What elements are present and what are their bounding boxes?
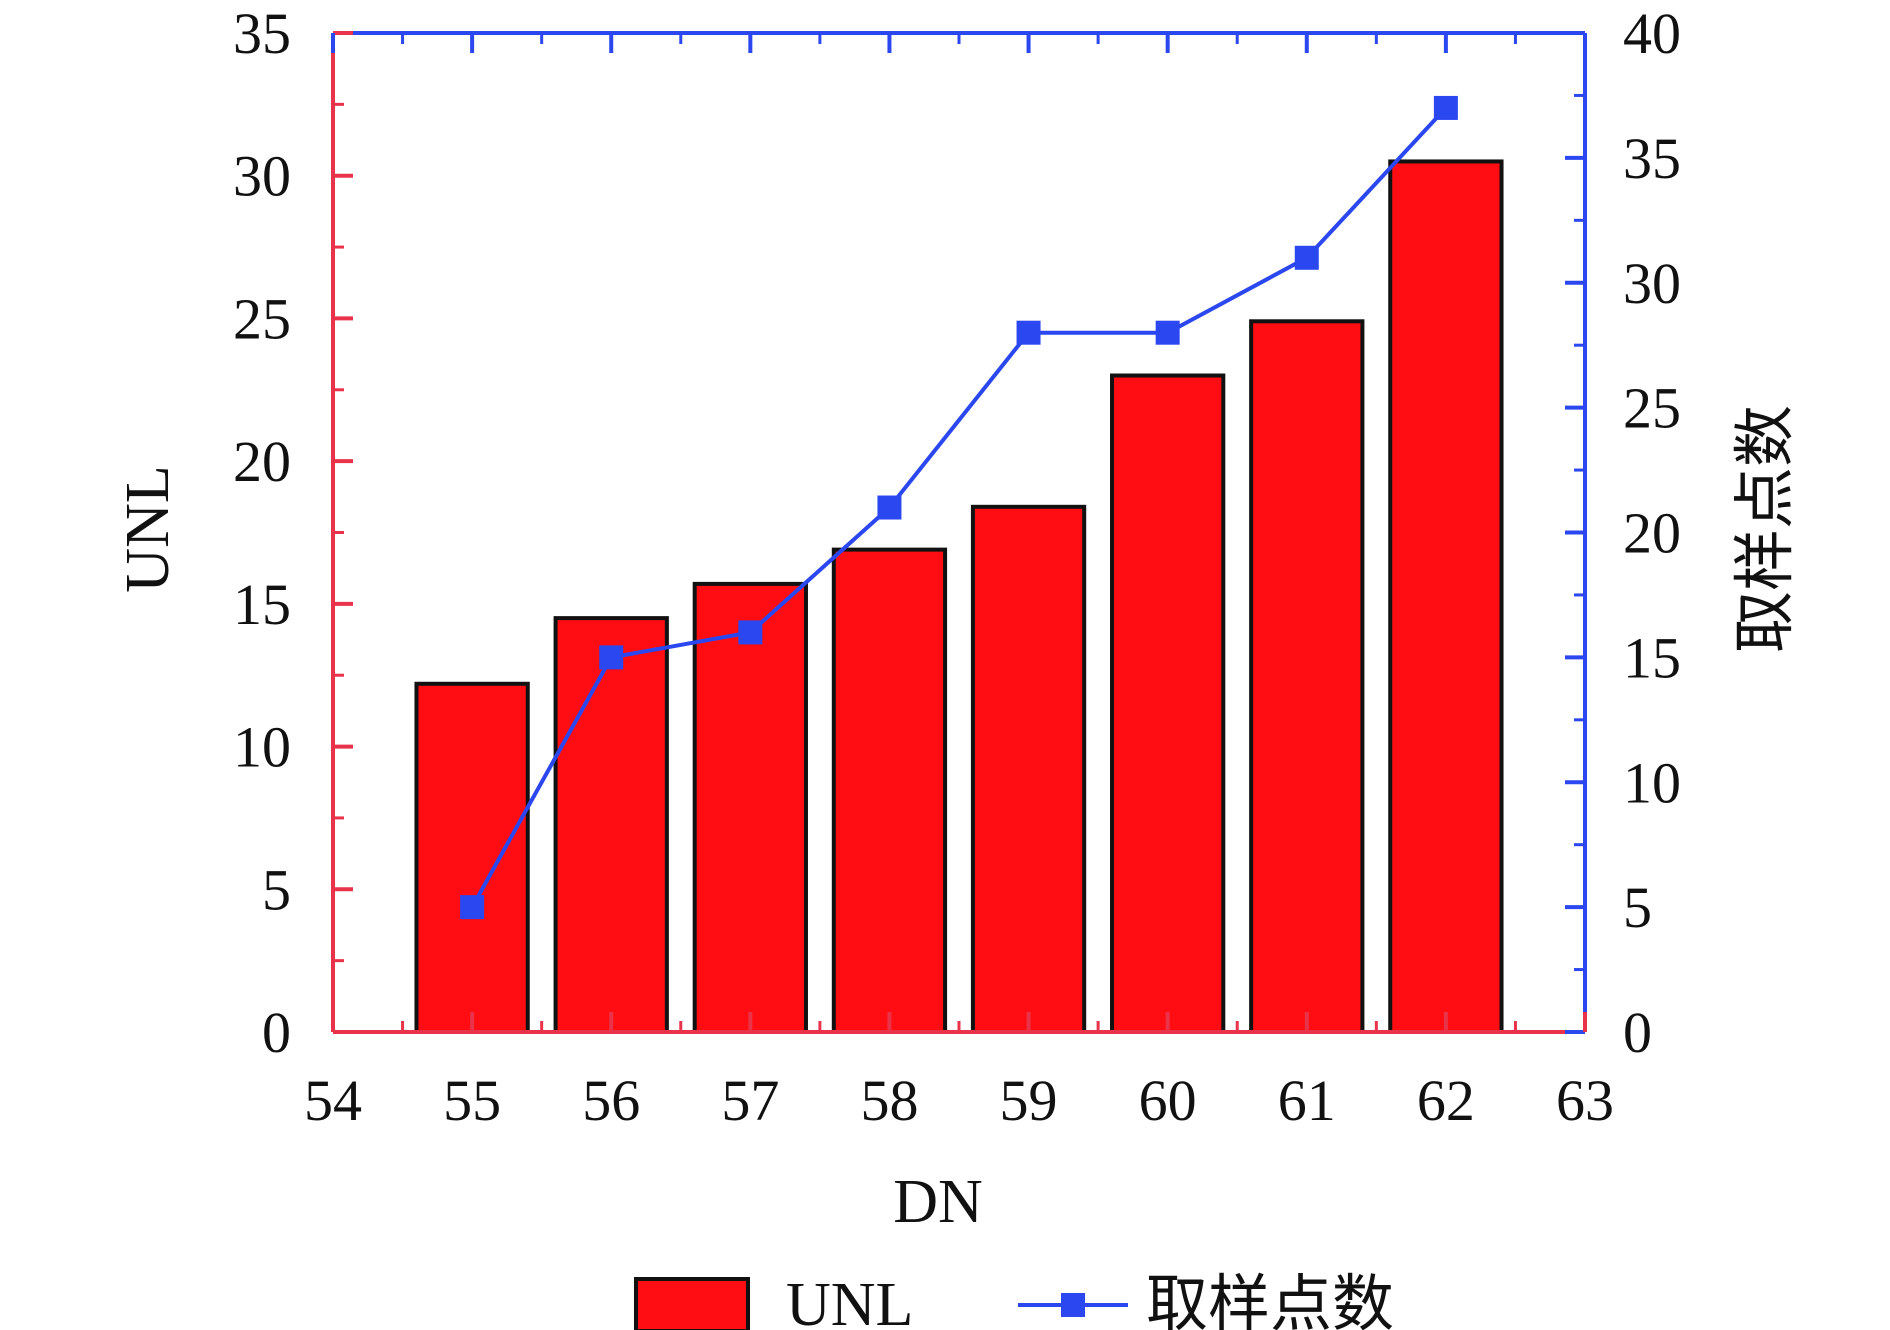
y-axis-title-right: 取样点数: [1732, 405, 1800, 653]
y-tick-label-left: 20: [233, 429, 291, 494]
bar-unl-60: [1110, 373, 1226, 1034]
line-sampling-points: [470, 106, 1448, 909]
y-tick-label-right: 20: [1623, 501, 1681, 566]
y-tick-label-right: 35: [1623, 126, 1681, 191]
y-tick-label-right: 15: [1623, 625, 1681, 690]
y-tick-label-left: 25: [233, 286, 291, 351]
marker-sampling-62: [1433, 95, 1458, 120]
marker-sampling-59: [1016, 320, 1041, 345]
y-tick-label-right: 5: [1623, 875, 1652, 940]
y-tick-label-right: 40: [1623, 1, 1681, 66]
x-tick-label: 59: [1000, 1068, 1058, 1133]
marker-sampling-58: [877, 495, 902, 520]
line-series-group: [460, 95, 1458, 920]
y-tick-label-right: 30: [1623, 251, 1681, 316]
legend-swatch-unl: [634, 1277, 750, 1330]
bar-unl-59: [970, 504, 1087, 1035]
legend: UNL 取样点数: [634, 1271, 1394, 1330]
x-tick-label: 61: [1278, 1068, 1336, 1133]
bar-unl-57: [692, 581, 808, 1034]
bar-unl-62: [1388, 159, 1504, 1034]
marker-sampling-57: [738, 620, 763, 645]
y-tick-label-right: 0: [1623, 1000, 1652, 1065]
x-tick-label: 60: [1139, 1068, 1197, 1133]
bar-unl-58: [831, 547, 948, 1035]
x-tick-label: 56: [582, 1068, 640, 1133]
y-tick-label-left: 5: [262, 857, 291, 922]
marker-sampling-60: [1155, 320, 1180, 345]
marker-sampling-55: [460, 895, 485, 920]
y-axis-title-left: UNL: [114, 465, 182, 592]
bar-unl-55: [414, 681, 530, 1035]
x-tick-label: 57: [721, 1068, 779, 1133]
y-tick-label-left: 0: [262, 1000, 291, 1065]
x-tick-label: 63: [1556, 1068, 1614, 1133]
legend-label-unl: UNL: [786, 1271, 913, 1330]
y-tick-label-right: 25: [1623, 376, 1681, 441]
bar-unl-61: [1249, 319, 1365, 1035]
x-axis-title: DN: [893, 1168, 983, 1236]
marker-sampling-56: [599, 645, 624, 670]
y-tick-label-left: 10: [233, 715, 291, 780]
tick-labels-group: 0 5 10 15 20 25 30 35 0 5 10 15 20 25 30 35 40 54 55 56 57 58…: [233, 1, 1681, 1133]
bar-unl-56: [553, 616, 669, 1035]
y-tick-label-left: 15: [233, 572, 291, 637]
y-tick-label-left: 35: [233, 1, 291, 66]
legend-marker-sampling: [1061, 1293, 1085, 1317]
legend-label-sampling: 取样点数: [1146, 1271, 1394, 1330]
marker-sampling-61: [1294, 245, 1319, 270]
y-tick-label-right: 10: [1623, 750, 1681, 815]
bar-series-group: [414, 159, 1504, 1035]
x-tick-label: 55: [443, 1068, 501, 1133]
x-tick-label: 54: [304, 1068, 362, 1133]
y-tick-label-left: 30: [233, 144, 291, 209]
axes-group: [331, 31, 1587, 1034]
x-tick-label: 58: [860, 1068, 918, 1133]
x-tick-label: 62: [1417, 1068, 1475, 1133]
